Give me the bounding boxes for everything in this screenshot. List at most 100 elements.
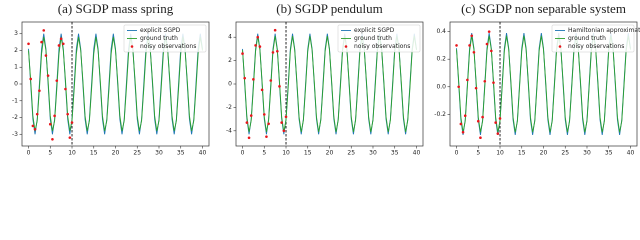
observation-point <box>46 74 50 77</box>
x-tick-label: 35 <box>391 150 399 157</box>
observation-point <box>496 132 500 135</box>
observation-point <box>42 29 46 32</box>
x-tick-label: 20 <box>112 150 120 157</box>
observation-point <box>245 121 249 124</box>
legend-label: ground truth <box>354 35 392 42</box>
observation-point <box>276 49 279 53</box>
observation-point <box>284 115 288 119</box>
observation-point <box>247 136 251 140</box>
observation-point <box>241 52 244 55</box>
chart-title: (a) SGDP mass spring <box>58 1 174 16</box>
observation-point <box>492 81 495 84</box>
x-tick-label: 35 <box>177 150 185 157</box>
observation-point <box>278 85 281 88</box>
x-tick-label: 0 <box>27 150 31 157</box>
x-tick-label: 30 <box>583 150 591 157</box>
observation-point <box>31 124 35 128</box>
x-tick-label: 30 <box>369 150 377 157</box>
observation-point <box>51 137 54 141</box>
observation-point <box>258 45 262 48</box>
x-tick-label: 15 <box>304 150 312 157</box>
observation-point <box>472 51 476 54</box>
chart-title: (b) SGDP pendulum <box>276 1 382 16</box>
observation-point <box>461 130 465 134</box>
y-tick-label: 0.4 <box>436 28 446 35</box>
observation-point <box>466 78 469 82</box>
x-tick-label: 15 <box>518 150 526 157</box>
x-tick-label: 10 <box>496 150 504 157</box>
x-tick-label: 5 <box>48 150 52 157</box>
observation-point <box>269 79 273 82</box>
observation-point <box>249 114 253 117</box>
y-tick-label: 2 <box>14 47 18 54</box>
observation-point <box>273 28 277 32</box>
observation-point <box>262 113 266 116</box>
y-tick-label: -3 <box>12 131 18 138</box>
observation-point <box>459 122 463 126</box>
observation-point <box>457 85 460 89</box>
legend-marker <box>130 45 134 48</box>
observation-point <box>265 135 268 138</box>
observation-point <box>48 122 52 126</box>
observation-point <box>280 121 283 124</box>
observation-point <box>68 136 72 139</box>
observation-point <box>55 79 59 82</box>
observation-point <box>38 89 41 93</box>
x-tick-label: 20 <box>326 150 334 157</box>
y-tick-label: -1 <box>12 97 18 104</box>
y-tick-label: 1 <box>14 64 18 71</box>
x-tick-label: 25 <box>133 150 141 157</box>
observation-point <box>256 35 260 39</box>
y-tick-label: 0.2 <box>436 56 446 63</box>
observation-point <box>252 78 255 81</box>
x-tick-label: 0 <box>241 150 245 157</box>
x-tick-label: 0 <box>455 150 459 157</box>
y-tick-label: 2 <box>228 57 232 64</box>
x-tick-label: 5 <box>262 150 266 157</box>
legend-label: noisy observations <box>140 43 196 50</box>
x-tick-label: 25 <box>347 150 355 157</box>
observation-point <box>59 37 63 41</box>
observation-point <box>267 122 270 126</box>
legend-label: Hamiltonian approximation <box>568 27 640 34</box>
x-tick-label: 25 <box>561 150 569 157</box>
observation-point <box>29 77 32 81</box>
x-tick-label: 15 <box>90 150 98 157</box>
x-tick-label: 5 <box>476 150 480 157</box>
legend-marker <box>558 45 562 48</box>
x-tick-label: 10 <box>68 150 76 157</box>
legend-label: explicit SGPD <box>354 27 395 34</box>
x-tick-label: 30 <box>155 150 163 157</box>
observation-point <box>490 49 493 53</box>
observation-point <box>468 44 471 47</box>
x-tick-label: 35 <box>605 150 613 157</box>
observation-point <box>498 117 502 120</box>
observation-point <box>33 127 37 131</box>
legend-label: ground truth <box>140 35 178 42</box>
observation-point <box>57 44 61 47</box>
y-tick-label: -4 <box>226 127 232 134</box>
observation-point <box>481 115 484 119</box>
x-tick-label: 40 <box>627 150 635 157</box>
observation-point <box>44 54 48 57</box>
series-line <box>456 35 631 133</box>
observation-point <box>35 112 39 116</box>
legend-box <box>551 24 635 53</box>
observation-point <box>476 119 480 123</box>
chart-title: (c) SGDP non separable system <box>461 1 626 16</box>
y-tick-label: 4 <box>228 34 232 41</box>
x-tick-label: 40 <box>199 150 207 157</box>
observation-point <box>282 129 286 133</box>
observation-point <box>66 112 69 116</box>
observation-point <box>62 42 65 46</box>
observation-point <box>53 114 56 118</box>
y-tick-label: 0.0 <box>436 83 446 90</box>
legend-box <box>337 24 421 53</box>
y-tick-label: -0.2 <box>434 111 446 118</box>
legend-label: noisy observations <box>354 43 410 50</box>
observation-point <box>479 136 482 140</box>
observation-point <box>260 88 264 92</box>
legend-label: ground truth <box>568 35 606 42</box>
observation-point <box>254 44 257 47</box>
series-line <box>28 37 203 132</box>
